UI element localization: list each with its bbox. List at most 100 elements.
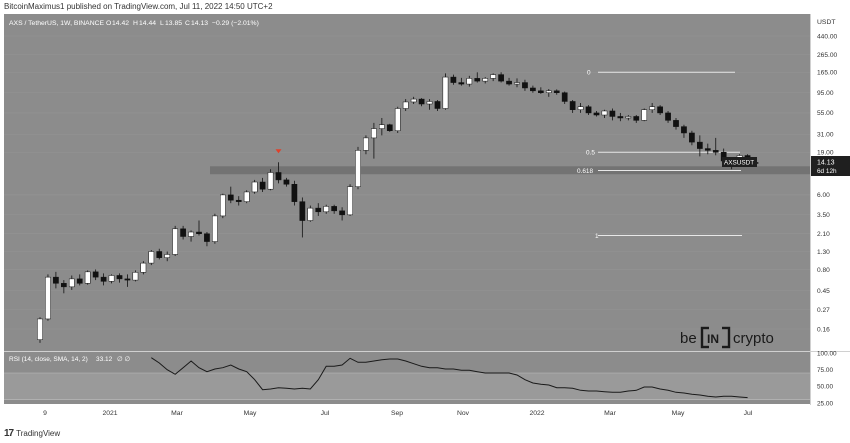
price-tick-label: 0.27	[817, 307, 830, 314]
rsi-tick-label: 25.00	[817, 400, 833, 407]
candle-body	[68, 278, 75, 288]
candle-body	[474, 78, 481, 82]
tradingview-footer[interactable]: 17 TradingView	[4, 428, 60, 439]
time-tick-label: May	[672, 410, 685, 417]
resistance-marker-arrow	[275, 149, 282, 154]
price-tick-label: 0.16	[817, 326, 830, 333]
time-tick-label: Jul	[744, 410, 753, 417]
candle-body	[61, 283, 67, 288]
candle-body	[625, 116, 632, 119]
watermark-left: be	[680, 330, 697, 347]
candle-body	[339, 210, 345, 216]
fib-level-label: 1	[595, 233, 599, 240]
candle-body	[196, 231, 202, 234]
time-tick-label: Jul	[321, 410, 330, 417]
publisher-caption: BitcoinMaximus1 published on TradingView…	[4, 2, 273, 11]
watermark-right: crypto	[733, 330, 774, 347]
tradingview-logo-icon: 17	[4, 428, 14, 439]
fib-level-label: 0	[587, 70, 591, 77]
candle-body	[355, 150, 361, 187]
grid-layer	[4, 35, 810, 330]
candle-body	[212, 215, 218, 242]
close-value: 14.13	[191, 20, 208, 27]
rsi-current-value: 33.12	[96, 356, 113, 363]
time-tick-label: Sep	[391, 410, 403, 417]
candle-body	[259, 181, 266, 190]
high-label: H	[133, 20, 138, 27]
rsi-tick-label: 75.00	[817, 367, 833, 374]
candle-body	[235, 199, 242, 202]
current-price-badge[interactable]: AXSUSDT 14.13 6d 12h	[722, 156, 850, 176]
candle-body	[522, 82, 528, 89]
symbol-title[interactable]: AXS / TetherUS, 1W, BINANCE	[9, 20, 105, 27]
candle-body	[426, 101, 433, 105]
candle-body	[633, 116, 640, 121]
candle-body	[712, 150, 719, 153]
price-tick-label: 165.00	[817, 70, 838, 77]
rsi-flags: ∅ ∅	[117, 356, 130, 363]
candle-body	[37, 318, 43, 340]
candle-body	[180, 228, 186, 237]
candle-body	[649, 106, 655, 110]
rsi-tick-label: 100.00	[817, 350, 837, 357]
price-tick-label: 55.00	[817, 110, 834, 117]
candle-body	[442, 76, 449, 109]
time-tick-label: Nov	[457, 410, 470, 417]
candle-body	[84, 271, 91, 284]
candle-body	[116, 275, 123, 280]
ticker-badge-bg	[722, 157, 757, 167]
candle-body	[386, 124, 393, 131]
candle-body	[331, 206, 337, 212]
candle-body	[323, 206, 330, 213]
candle-body	[458, 82, 465, 85]
candle-body	[561, 92, 568, 102]
candles-layer	[37, 72, 759, 343]
open-label: O	[106, 20, 111, 27]
candle-body	[577, 106, 584, 110]
candle-body	[553, 90, 560, 93]
time-tick-label: 9	[43, 410, 47, 417]
fib-level-label: 0.5	[586, 150, 595, 157]
candle-body	[45, 276, 51, 320]
candle-body	[53, 276, 59, 284]
candle-body	[434, 101, 441, 109]
candle-body	[363, 137, 369, 151]
open-value: 14.42	[112, 20, 129, 27]
candle-body	[243, 191, 250, 202]
candle-body	[506, 80, 512, 85]
candle-body	[681, 126, 687, 134]
candle-body	[609, 110, 616, 117]
rsi-tick-label: 50.00	[817, 384, 833, 391]
price-tick-label: 440.00	[817, 33, 838, 40]
rsi-band	[4, 373, 810, 400]
candle-body	[132, 272, 139, 281]
candle-body	[124, 278, 131, 281]
time-tick-label: Mar	[171, 410, 183, 417]
candle-body	[617, 116, 624, 119]
price-tick-label: 31.00	[817, 131, 834, 138]
rsi-line	[151, 357, 748, 399]
candle-body	[450, 76, 457, 83]
candle-body	[545, 90, 552, 93]
candle-body	[665, 112, 671, 121]
candle-body	[275, 172, 282, 181]
candle-body	[673, 120, 679, 127]
rsi-layer: 25.00 50.00 75.00 100.00	[4, 350, 837, 407]
support-zone-rect	[210, 166, 810, 175]
rsi-title[interactable]: RSI (14, close, SMA, 14, 2)	[9, 356, 88, 363]
beincrypto-watermark: be IN crypto	[680, 326, 774, 349]
price-pane-background[interactable]	[4, 14, 810, 351]
candle-body	[267, 172, 274, 190]
price-tick-label: 95.00	[817, 90, 834, 97]
fib-level-label: 0.618	[577, 168, 593, 175]
watermark-middle: IN	[707, 332, 719, 346]
candle-body	[601, 110, 608, 116]
price-axis-layer: 0.16 0.27 0.45 0.80 1.30 2.10 3.50 6.00 19.00 31.…	[817, 33, 838, 333]
candle-body	[148, 251, 155, 264]
candle-body	[227, 194, 234, 201]
support-zone-layer	[210, 166, 810, 175]
time-tick-label: 2021	[102, 410, 117, 417]
price-tick-label: 0.45	[817, 288, 830, 295]
candle-body	[156, 251, 163, 258]
